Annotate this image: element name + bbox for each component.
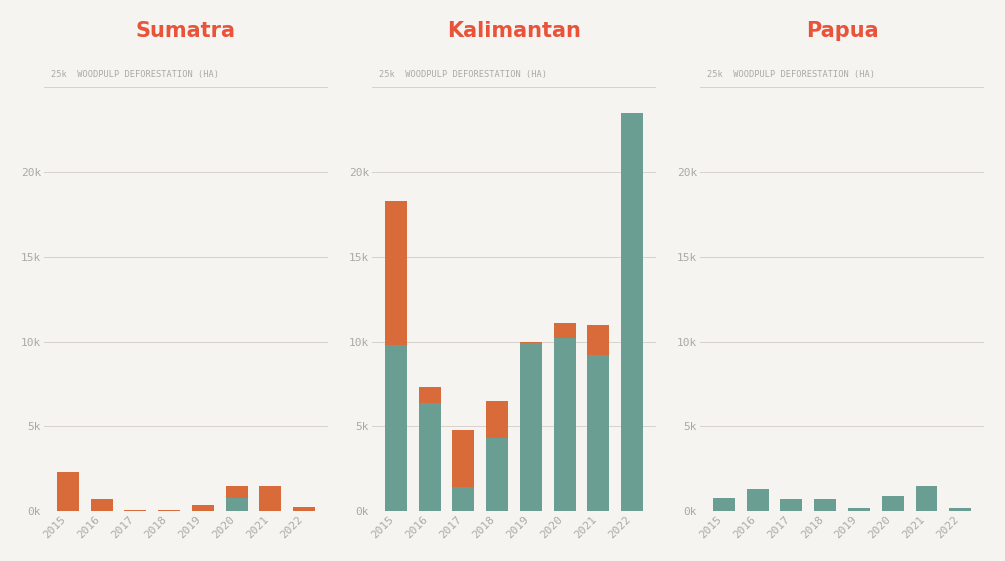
Text: 25k  WOODPULP DEFORESTATION (HA): 25k WOODPULP DEFORESTATION (HA) <box>707 70 875 79</box>
Bar <box>588 325 609 355</box>
Bar <box>192 505 214 511</box>
Bar <box>950 508 971 511</box>
Bar <box>713 498 735 511</box>
Bar <box>486 401 509 438</box>
Bar <box>881 496 903 511</box>
Bar <box>385 201 407 345</box>
Bar <box>554 323 576 338</box>
Bar <box>554 338 576 511</box>
Bar <box>520 342 542 343</box>
Bar <box>293 507 316 511</box>
Bar <box>419 403 440 511</box>
Bar <box>226 486 247 498</box>
Bar <box>486 438 509 511</box>
Bar <box>452 488 474 511</box>
Title: Sumatra: Sumatra <box>136 21 236 41</box>
Bar <box>259 486 281 511</box>
Bar <box>848 508 870 511</box>
Bar <box>385 345 407 511</box>
Bar <box>452 430 474 488</box>
Bar <box>56 472 78 511</box>
Title: Papua: Papua <box>806 21 878 41</box>
Bar <box>520 343 542 511</box>
Bar <box>125 509 147 511</box>
Bar <box>621 113 643 511</box>
Bar <box>226 498 247 511</box>
Bar <box>781 499 802 511</box>
Title: Kalimantan: Kalimantan <box>447 21 581 41</box>
Text: 25k  WOODPULP DEFORESTATION (HA): 25k WOODPULP DEFORESTATION (HA) <box>51 70 219 79</box>
Bar <box>419 388 440 403</box>
Bar <box>916 486 938 511</box>
Bar <box>747 489 769 511</box>
Bar <box>588 355 609 511</box>
Bar <box>90 499 113 511</box>
Bar <box>814 499 836 511</box>
Text: 25k  WOODPULP DEFORESTATION (HA): 25k WOODPULP DEFORESTATION (HA) <box>379 70 547 79</box>
